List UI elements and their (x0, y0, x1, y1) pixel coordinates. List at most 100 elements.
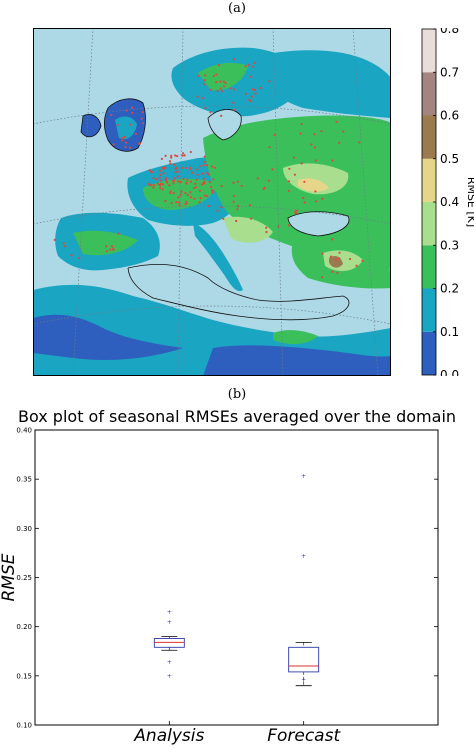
coastlines (80, 98, 350, 321)
colorbar-level (422, 29, 436, 73)
station-dot (268, 80, 271, 83)
station-dot (150, 184, 153, 187)
station-dot (159, 182, 162, 185)
station-dot (313, 133, 316, 136)
station-dot (209, 88, 212, 91)
eastern-europe-region (203, 115, 391, 269)
station-dot (211, 165, 214, 168)
station-dot (78, 256, 81, 260)
station-dot (152, 186, 155, 189)
station-dot (186, 194, 189, 197)
y-tick-label: 0.20 (16, 623, 32, 631)
box (288, 646, 320, 673)
station-dot (112, 143, 115, 146)
station-dot (207, 173, 210, 176)
station-dot (159, 173, 162, 176)
station-dot (292, 156, 295, 159)
station-dot (156, 182, 159, 185)
station-dot (172, 191, 175, 195)
station-dot (185, 200, 188, 203)
station-dot (192, 186, 195, 190)
station-dot (300, 162, 303, 165)
station-dot (182, 152, 185, 155)
station-dot (329, 255, 333, 258)
station-dot (355, 264, 358, 267)
station-dot (194, 182, 197, 185)
station-dot (203, 180, 206, 183)
station-dot (314, 200, 317, 203)
colorbar-tick-label: 0.5 (440, 152, 459, 166)
sahara-low-region (203, 345, 391, 376)
station-dot (161, 188, 164, 191)
station-dot (117, 232, 120, 235)
colorbar-tick-label: 0.4 (440, 195, 459, 209)
panel-b-label: (b) (227, 387, 247, 402)
station-dot (179, 181, 182, 184)
station-dot (109, 248, 112, 251)
station-dot (254, 88, 257, 92)
station-dot (253, 61, 256, 64)
boxplot-axes-frame (34, 429, 439, 726)
station-dot (189, 180, 192, 183)
station-dot (195, 178, 198, 181)
flier-point: + (301, 553, 306, 560)
colorbar-level (422, 72, 436, 116)
station-dot (173, 177, 177, 180)
flier-point: + (167, 619, 172, 626)
station-dot (358, 141, 361, 144)
station-dot (105, 250, 108, 253)
station-dot (175, 201, 178, 204)
y-tick-label: 0.25 (16, 574, 32, 582)
station-dot (251, 88, 254, 91)
flier-point: + (167, 659, 172, 666)
station-dot (177, 196, 180, 199)
station-dot (220, 90, 224, 93)
station-dot (331, 238, 334, 241)
station-dot (361, 259, 364, 262)
station-dot (219, 80, 222, 83)
boxplot: 0.10 0.15 0.20 0.25 0.30 0.35 0.40 RMSE + + + + Anal… (0, 425, 474, 746)
station-dot (295, 209, 298, 212)
colorbar-tick-label: 0.7 (440, 65, 459, 79)
station-dot (168, 160, 172, 163)
y-tick-label: 0.10 (16, 722, 32, 730)
station-dot (204, 106, 207, 110)
station-dot (140, 117, 143, 120)
station-dot (208, 180, 211, 184)
east-peak-region (298, 178, 329, 192)
station-dot (244, 65, 247, 68)
station-dot (189, 166, 192, 169)
station-dot (249, 100, 252, 103)
colorbar-tick-label: 0.0 (440, 368, 459, 376)
station-dot (254, 92, 257, 95)
station-dot (219, 87, 222, 90)
station-dot (172, 182, 175, 185)
station-dot (159, 169, 162, 172)
station-dot (173, 179, 176, 182)
station-dot (232, 200, 235, 203)
station-dot (189, 150, 192, 154)
station-dot (162, 172, 165, 175)
station-dot (287, 189, 291, 192)
italy-region (193, 223, 243, 292)
station-dot (191, 171, 194, 174)
station-dot (216, 89, 219, 92)
y-tick-label: 0.30 (16, 525, 32, 533)
station-dot (166, 181, 169, 184)
mediterranean-sea (128, 264, 349, 320)
station-dot (203, 194, 207, 197)
station-dot (244, 92, 247, 95)
station-dot (287, 224, 290, 227)
station-dot (229, 87, 232, 90)
station-dot (159, 179, 162, 182)
station-dot (168, 184, 171, 187)
station-dot (176, 175, 179, 178)
station-dot (181, 166, 184, 169)
station-dot (170, 202, 173, 205)
station-dot (197, 74, 200, 77)
station-dot (160, 157, 163, 160)
station-dot (179, 193, 182, 196)
station-dot (212, 178, 215, 181)
station-dot (174, 154, 177, 157)
north-africa-low-region (33, 314, 183, 360)
